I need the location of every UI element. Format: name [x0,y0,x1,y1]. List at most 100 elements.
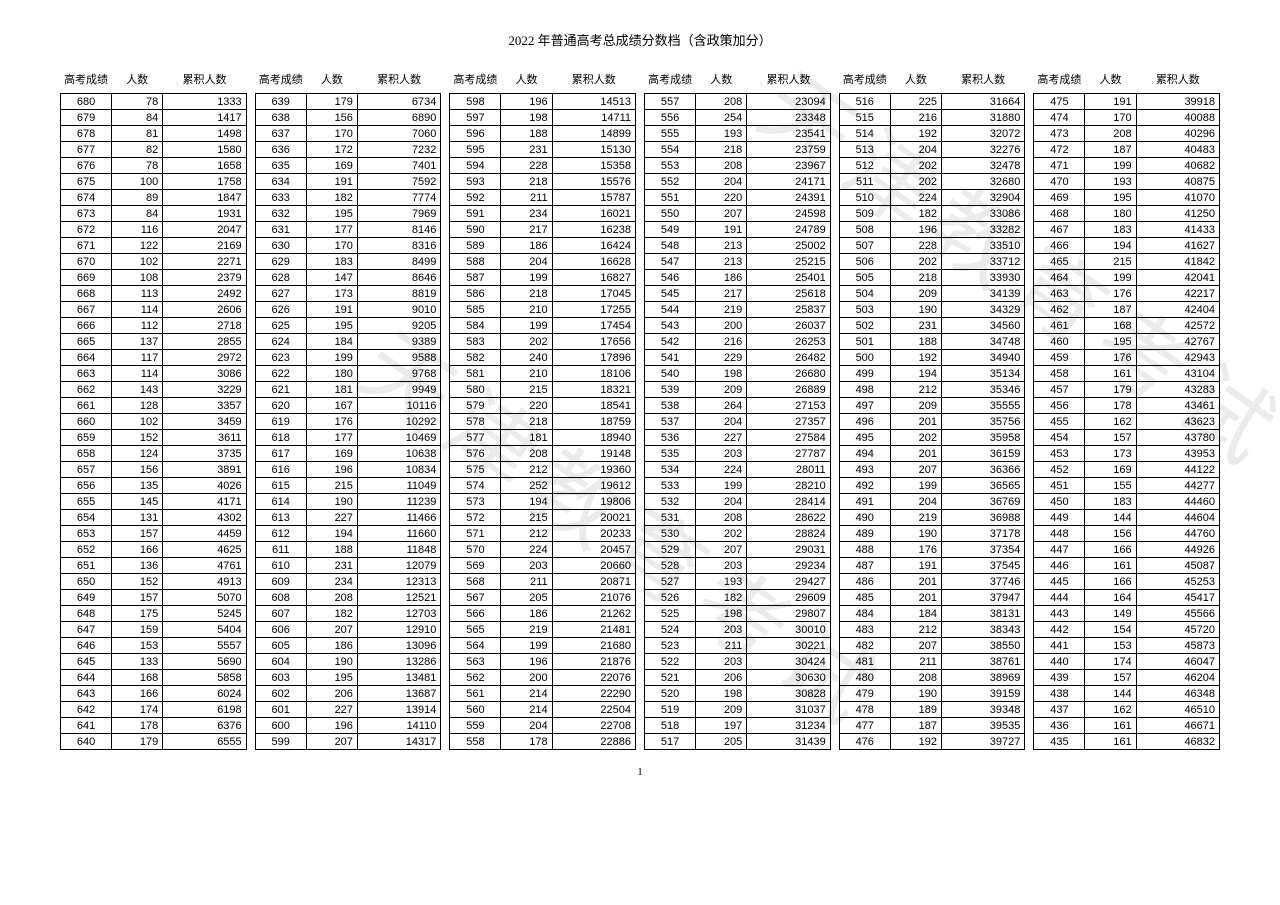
count-cell: 102 [112,254,163,270]
table-row: 51220232478 [839,158,1025,174]
score-cell: 573 [450,494,501,510]
score-cell: 516 [839,94,890,110]
cum-cell: 43623 [1136,414,1219,430]
score-cell: 600 [255,718,306,734]
cum-cell: 8316 [357,238,440,254]
score-cell: 673 [61,206,112,222]
cum-cell: 16238 [552,222,635,238]
score-cell: 571 [450,526,501,542]
score-cell: 679 [61,110,112,126]
cum-cell: 46671 [1136,718,1219,734]
cum-cell: 28011 [747,462,830,478]
score-cell: 556 [645,110,696,126]
table-row: 6301708316 [255,238,441,254]
page-number: 1 [60,766,1220,778]
cum-cell: 5070 [163,590,246,606]
table-row: 53422428011 [645,462,831,478]
count-cell: 113 [112,286,163,302]
score-cell: 595 [450,142,501,158]
cum-cell: 28824 [747,526,830,542]
table-row: 54618625401 [645,270,831,286]
cum-cell: 8499 [357,254,440,270]
score-cell: 612 [255,526,306,542]
table-row: 6331827774 [255,190,441,206]
score-cell: 661 [61,398,112,414]
score-column: 高考成绩人数累积人数516225316645152163188051419232… [839,67,1026,750]
cum-cell: 46204 [1136,670,1219,686]
table-row: 6611283357 [61,398,247,414]
table-row: 47619239727 [839,734,1025,750]
table-row: 6581243735 [61,446,247,462]
table-row: 47818939348 [839,702,1025,718]
count-cell: 218 [501,414,552,430]
cum-cell: 6024 [163,686,246,702]
cum-cell: 13096 [357,638,440,654]
score-cell: 548 [645,238,696,254]
cum-cell: 19148 [552,446,635,462]
score-cell: 601 [255,702,306,718]
table-row: 60419013286 [255,654,441,670]
cum-cell: 34748 [941,334,1024,350]
column-header: 高考成绩 [1034,67,1085,94]
table-row: 61716910638 [255,446,441,462]
cum-cell: 1498 [163,126,246,142]
cum-cell: 42943 [1136,350,1219,366]
table-row: 6431666024 [61,686,247,702]
table-row: 45018344460 [1034,494,1220,510]
table-row: 58021518321 [450,382,636,398]
table-row: 45917642943 [1034,350,1220,366]
cum-cell: 36565 [941,478,1024,494]
cum-cell: 9205 [357,318,440,334]
count-cell: 194 [1085,238,1136,254]
count-cell: 220 [501,398,552,414]
score-cell: 463 [1034,286,1085,302]
table-row: 44914444604 [1034,510,1220,526]
table-row: 60620712910 [255,622,441,638]
count-cell: 178 [1085,398,1136,414]
score-cell: 474 [1034,110,1085,126]
count-cell: 203 [696,446,747,462]
table-row: 6721162047 [61,222,247,238]
cum-cell: 31439 [747,734,830,750]
cum-cell: 24391 [747,190,830,206]
count-cell: 204 [696,414,747,430]
cum-cell: 9389 [357,334,440,350]
cum-cell: 21876 [552,654,635,670]
count-cell: 194 [890,366,941,382]
score-cell: 621 [255,382,306,398]
count-cell: 204 [501,718,552,734]
score-cell: 569 [450,558,501,574]
table-row: 59321815576 [450,174,636,190]
cum-cell: 44604 [1136,510,1219,526]
table-row: 58320217656 [450,334,636,350]
cum-cell: 43104 [1136,366,1219,382]
score-cell: 676 [61,158,112,174]
score-cell: 617 [255,446,306,462]
count-cell: 212 [890,382,941,398]
cum-cell: 9768 [357,366,440,382]
cum-cell: 32680 [941,174,1024,190]
table-row: 56720521076 [450,590,636,606]
cum-cell: 39727 [941,734,1024,750]
count-cell: 224 [696,462,747,478]
cum-cell: 20457 [552,542,635,558]
score-cell: 546 [645,270,696,286]
cum-cell: 40875 [1136,174,1219,190]
count-cell: 128 [112,398,163,414]
table-row: 56920320660 [450,558,636,574]
table-row: 48418438131 [839,606,1025,622]
count-cell: 102 [112,414,163,430]
count-cell: 161 [1085,558,1136,574]
cum-cell: 42404 [1136,302,1219,318]
count-cell: 154 [1085,622,1136,638]
cum-cell: 30010 [747,622,830,638]
score-cell: 467 [1034,222,1085,238]
cum-cell: 26889 [747,382,830,398]
cum-cell: 35756 [941,414,1024,430]
score-cell: 599 [255,734,306,750]
count-cell: 157 [1085,430,1136,446]
table-row: 6751001758 [61,174,247,190]
column-header: 高考成绩 [61,67,112,94]
cum-cell: 31037 [747,702,830,718]
column-header: 人数 [1085,67,1136,94]
